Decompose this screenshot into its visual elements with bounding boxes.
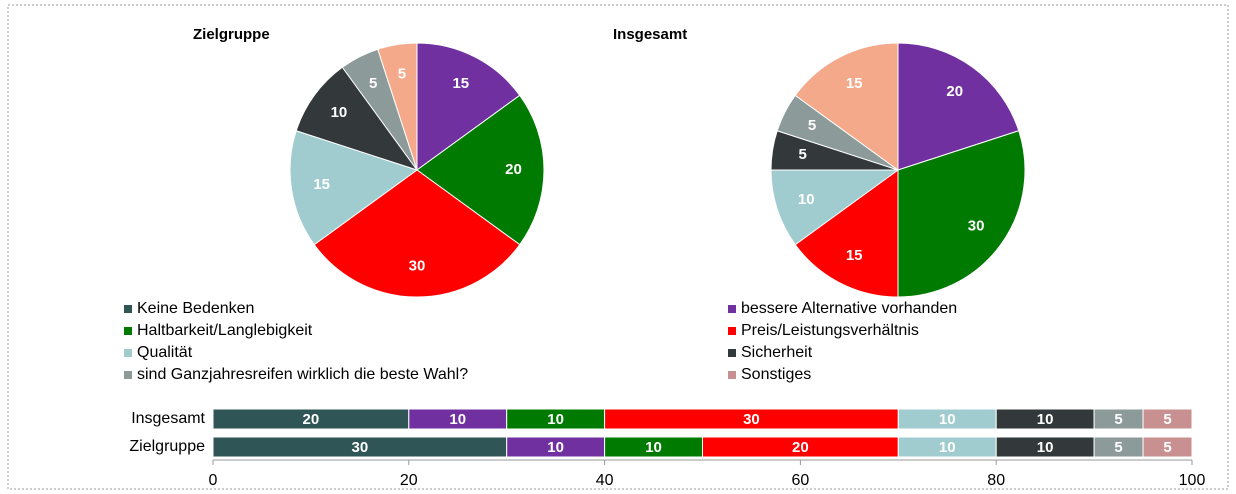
x-tick-label: 0 [209,472,218,489]
frame [7,4,1229,490]
legend-swatch [728,327,736,335]
legend-swatch [124,371,132,379]
data-label: 5 [1163,411,1171,428]
data-label: 20 [505,161,522,178]
x-tick-label: 20 [400,472,418,489]
data-label: 30 [352,439,369,456]
pie-slice [770,169,900,246]
data-label: 20 [792,439,809,456]
bar-segment [1142,436,1193,458]
pie-slice [289,130,419,246]
x-tick-label: 80 [987,472,1005,489]
pie-slice [416,42,521,171]
data-label: 5 [798,146,806,163]
data-label: 5 [398,66,406,83]
bar-segment [1142,408,1193,430]
data-label: 30 [409,257,426,274]
legend-label: bessere Alternative vorhanden [741,300,957,317]
legend-label: Sonstiges [741,366,811,383]
data-label: 15 [313,176,330,193]
x-tick-label: 40 [596,472,614,489]
data-label: 15 [452,75,469,92]
data-label: 10 [1037,439,1054,456]
data-label: 10 [798,191,815,208]
x-tick-label: 100 [1179,472,1206,489]
data-label: 5 [1114,411,1122,428]
data-label: 10 [1037,411,1054,428]
x-tick-label: 60 [792,472,810,489]
legend-label: Qualität [137,344,193,361]
pie-slice [794,42,899,171]
pie-slice [295,66,419,171]
data-label: 30 [968,218,985,235]
data-label: 30 [743,411,760,428]
data-label: 5 [808,117,816,134]
data-label: 10 [547,411,564,428]
chart-title: Zielgruppe [193,26,270,43]
data-label: 10 [547,439,564,456]
legend-label: sind Ganzjahresreifen wirklich die beste… [137,366,468,383]
pie-slice [794,169,899,298]
y-tick-label: Insgesamt [131,410,205,427]
legend-swatch [124,349,132,357]
chart-title: Insgesamt [613,26,687,43]
legend-swatch [728,305,736,313]
data-label: 5 [369,75,377,92]
data-label: 20 [303,411,320,428]
pie-slice [313,169,521,298]
data-label: 5 [1114,439,1122,456]
data-label: 10 [645,439,662,456]
data-label: 20 [946,83,963,100]
legend-swatch [728,349,736,357]
legend-swatch [728,371,736,379]
data-label: 15 [846,247,863,264]
legend-swatch [124,305,132,313]
legend-swatch [124,327,132,335]
data-label: 10 [939,439,956,456]
pie-slice [897,42,1020,171]
data-label: 5 [1163,439,1171,456]
pie-slice [897,130,1026,298]
legend-label: Keine Bedenken [137,300,254,317]
pie-slice [416,94,545,246]
legend-label: Sicherheit [741,344,813,361]
legend-label: Preis/Leistungsverhältnis [741,322,919,339]
legend-label: Haltbarkeit/Langlebigkeit [137,322,313,339]
data-label: 10 [449,411,466,428]
data-label: 10 [939,411,956,428]
pie-slice [377,42,418,171]
data-label: 15 [846,75,863,92]
data-label: 10 [331,104,348,121]
y-tick-label: Zielgruppe [129,438,205,455]
